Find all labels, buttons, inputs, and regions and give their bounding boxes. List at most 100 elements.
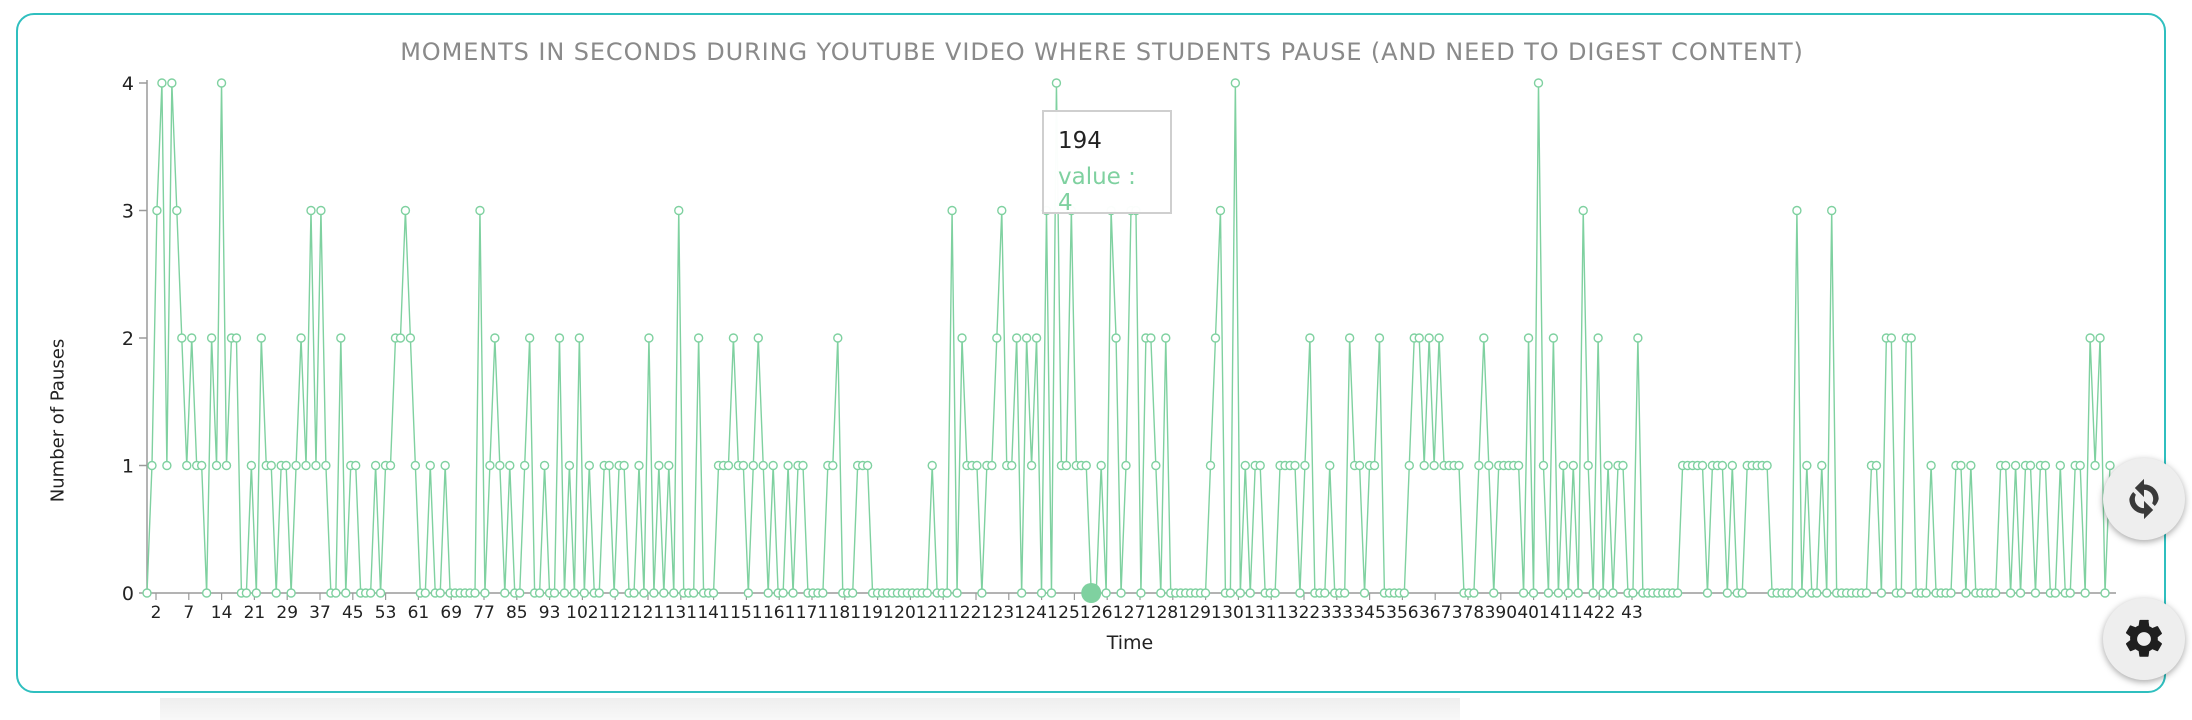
data-point	[306, 205, 316, 216]
data-point	[2075, 460, 2085, 471]
x-tick-label: 356	[1386, 603, 1418, 623]
data-point	[574, 333, 585, 343]
y-axis-label: Number of Pauses	[47, 338, 69, 503]
data-point	[1553, 588, 1564, 598]
data-point	[922, 588, 932, 598]
x-tick-label: 61	[408, 603, 430, 623]
settings-button[interactable]	[2103, 598, 2185, 680]
data-point	[162, 460, 172, 471]
data-point	[206, 333, 217, 343]
data-point	[977, 588, 987, 598]
data-point	[2055, 460, 2066, 471]
data-point	[1469, 588, 1479, 598]
data-point	[2015, 588, 2026, 598]
data-point	[1573, 588, 1583, 598]
data-point	[664, 460, 674, 471]
data-point	[1822, 588, 1832, 598]
data-point	[425, 460, 435, 471]
data-point	[688, 588, 699, 598]
data-point	[395, 333, 406, 343]
y-tick-label: 0	[122, 583, 134, 605]
data-point	[2095, 333, 2105, 343]
data-point	[2080, 588, 2090, 598]
data-point	[534, 588, 545, 598]
x-axis-label: Time	[1106, 632, 1154, 654]
x-tick-label: 322	[1288, 603, 1320, 623]
data-point	[952, 588, 962, 598]
data-point	[1578, 205, 1588, 216]
data-point	[1558, 460, 1569, 471]
x-tick-label: 121	[632, 603, 664, 623]
data-point	[1235, 588, 1246, 598]
x-tick-label: 7	[183, 603, 194, 623]
data-point	[1727, 460, 1738, 471]
data-point	[798, 460, 808, 471]
data-point	[1603, 460, 1613, 471]
data-point	[2105, 460, 2115, 471]
data-point	[1007, 460, 1017, 471]
data-point	[947, 205, 957, 216]
x-tick-label: 333	[1321, 603, 1353, 623]
data-point	[241, 588, 252, 598]
data-point	[942, 588, 952, 598]
data-point	[1588, 588, 1598, 598]
data-point	[1523, 333, 1534, 343]
data-point	[1474, 460, 1484, 471]
data-point	[1404, 460, 1414, 471]
data-point	[1568, 460, 1578, 471]
data-point	[957, 333, 967, 343]
data-point	[1484, 460, 1494, 471]
data-point	[738, 460, 749, 471]
data-point	[400, 205, 411, 216]
x-tick-label: 161	[763, 603, 795, 623]
x-tick-label: 422	[1583, 603, 1615, 623]
x-tick-label: 411	[1550, 603, 1582, 623]
data-point	[1096, 460, 1106, 471]
data-point	[1136, 588, 1146, 598]
data-point	[987, 460, 997, 471]
x-tick-label: 201	[894, 603, 926, 623]
x-tick-label: 367	[1419, 603, 1451, 623]
data-point	[256, 333, 267, 343]
x-tick-label: 29	[276, 603, 298, 623]
data-point	[1722, 588, 1733, 598]
data-point	[1161, 333, 1171, 343]
data-point	[1101, 588, 1111, 598]
data-point	[1946, 588, 1956, 598]
data-point	[743, 588, 754, 598]
data-point	[1518, 588, 1529, 598]
data-point	[196, 460, 207, 471]
data-point	[2090, 460, 2100, 471]
data-point	[246, 460, 257, 471]
data-point	[336, 333, 346, 343]
data-point	[1046, 588, 1057, 598]
data-point	[728, 333, 739, 343]
data-point	[440, 460, 450, 471]
data-point	[1295, 588, 1305, 598]
data-point	[435, 588, 445, 598]
data-point	[1230, 78, 1241, 88]
data-point	[1528, 588, 1539, 598]
data-point	[385, 460, 396, 471]
active-data-point	[1081, 583, 1102, 603]
x-tick-label: 401	[1517, 603, 1549, 623]
data-point	[2040, 460, 2051, 471]
x-tick-label: 251	[1058, 603, 1090, 623]
tooltip-value: value : 4	[1058, 164, 1136, 216]
data-point	[177, 333, 187, 343]
data-point	[231, 333, 242, 343]
data-point	[634, 460, 644, 471]
refresh-button[interactable]	[2103, 458, 2185, 540]
data-point	[564, 460, 575, 471]
x-tick-label: 53	[375, 603, 397, 623]
data-point	[1702, 588, 1713, 598]
data-point	[748, 460, 758, 471]
x-tick-label: 112	[599, 603, 631, 623]
data-point	[1538, 460, 1549, 471]
data-point	[1339, 588, 1350, 598]
x-tick-label: 261	[1091, 603, 1123, 623]
data-point	[2085, 333, 2095, 343]
data-point	[286, 588, 296, 598]
data-point	[1802, 460, 1812, 471]
data-point	[723, 460, 734, 471]
